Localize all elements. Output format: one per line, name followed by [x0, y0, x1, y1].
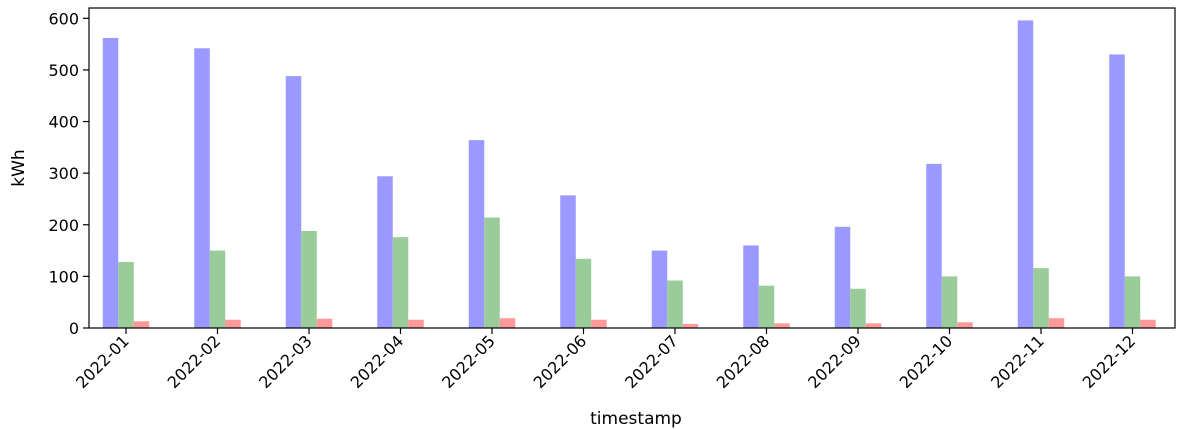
bars-layer — [102, 20, 1156, 328]
y-axis-title: kWh — [9, 149, 29, 186]
bar-s3-2022-11 — [1048, 318, 1065, 328]
bar-s3-2022-08 — [774, 323, 790, 328]
bar-s1-2022-04 — [377, 176, 393, 328]
plot-frame — [88, 7, 1176, 329]
y-tick-label: 100 — [48, 267, 79, 286]
x-tick-label: 2022-06 — [530, 331, 591, 392]
bar-s2-2022-02 — [209, 250, 226, 328]
x-tick-label: 2022-02 — [164, 331, 225, 392]
y-axis: 0 100 200 300 400 500 600 — [48, 9, 89, 338]
bar-s2-2022-06 — [575, 258, 592, 328]
y-tick-label: 500 — [48, 61, 79, 80]
bar-s2-2022-03 — [301, 230, 317, 328]
x-tick-label: 2022-10 — [896, 331, 957, 392]
y-tick-label: 200 — [48, 216, 79, 235]
bar-s3-2022-07 — [682, 323, 699, 328]
bar-s3-2022-03 — [316, 318, 333, 328]
x-tick-label: 2022-03 — [255, 331, 316, 392]
x-tick-label: 2022-01 — [72, 331, 133, 392]
x-tick-label: 2022-08 — [713, 331, 774, 392]
bar-s2-2022-05 — [484, 217, 500, 328]
bar-s3-2022-09 — [865, 323, 882, 328]
bar-s3-2022-01 — [133, 321, 150, 328]
y-tick-label: 0 — [69, 319, 79, 338]
bar-s2-2022-11 — [1033, 268, 1049, 328]
bar-s3-2022-12 — [1140, 319, 1156, 328]
bar-s1-2022-12 — [1109, 54, 1125, 328]
x-tick-label: 2022-05 — [438, 331, 499, 392]
bar-s1-2022-11 — [1017, 20, 1034, 328]
y-tick-label: 300 — [48, 164, 79, 183]
bar-s3-2022-05 — [499, 318, 516, 328]
y-tick-label: 400 — [48, 113, 79, 132]
bar-s2-2022-08 — [758, 285, 775, 328]
x-tick-label: 2022-12 — [1079, 331, 1140, 392]
bar-s1-2022-09 — [834, 226, 851, 328]
bar-s3-2022-02 — [225, 319, 241, 328]
y-tick-label: 600 — [48, 9, 79, 28]
bar-s1-2022-08 — [743, 245, 759, 328]
bar-s1-2022-06 — [560, 195, 576, 328]
bar-s2-2022-12 — [1124, 276, 1141, 328]
bar-s1-2022-02 — [194, 48, 210, 328]
x-axis: 2022-01 2022-02 2022-03 2022-04 2022-05 2022-… — [72, 328, 1139, 392]
bar-s1-2022-01 — [102, 37, 119, 328]
bar-s2-2022-07 — [667, 280, 683, 328]
bar-s1-2022-05 — [468, 140, 485, 328]
x-tick-label: 2022-09 — [804, 331, 865, 392]
bar-s2-2022-04 — [392, 237, 409, 328]
bar-s3-2022-06 — [591, 319, 607, 328]
bar-s1-2022-07 — [651, 250, 668, 328]
x-tick-label: 2022-11 — [987, 331, 1048, 392]
x-axis-title: timestamp — [590, 409, 682, 429]
bar-s1-2022-10 — [926, 163, 942, 328]
bar-s2-2022-10 — [941, 276, 958, 328]
x-tick-label: 2022-04 — [347, 331, 408, 392]
bar-s2-2022-09 — [850, 288, 866, 328]
bar-s3-2022-10 — [957, 322, 973, 328]
x-tick-label: 2022-07 — [621, 331, 682, 392]
bar-s1-2022-03 — [285, 76, 302, 328]
bar-s3-2022-04 — [408, 319, 424, 328]
bar-s2-2022-01 — [118, 261, 134, 328]
